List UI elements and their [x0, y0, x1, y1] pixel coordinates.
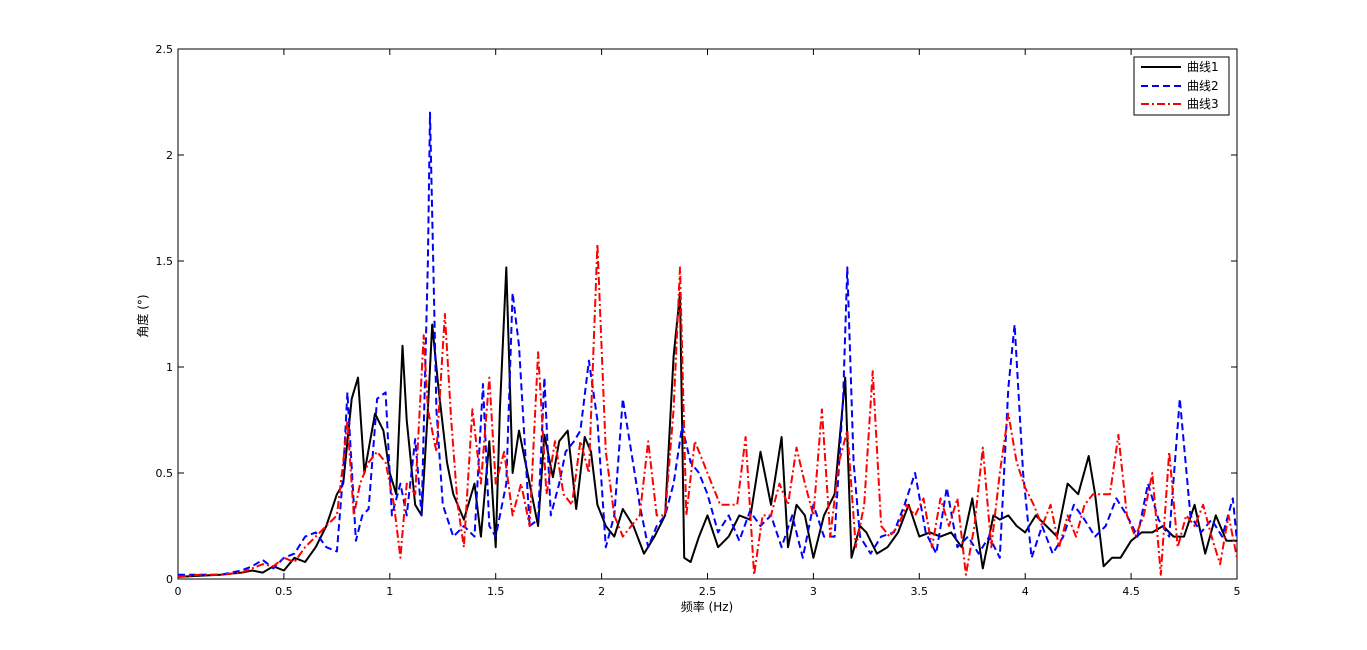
- x-tick-label: 5: [1234, 585, 1241, 598]
- x-tick-label: 0.5: [275, 585, 293, 598]
- legend-label-1: 曲线1: [1187, 60, 1219, 74]
- x-tick-label: 1: [386, 585, 393, 598]
- y-tick-label: 0.5: [156, 467, 174, 480]
- x-tick-label: 2.5: [699, 585, 717, 598]
- legend: 曲线1 曲线2 曲线3: [1133, 56, 1230, 116]
- plot-area: [177, 48, 1238, 580]
- x-axis: 0 0.5 1 1.5 2 2.5 3 3.5 4 4.5 5: [175, 49, 1241, 598]
- x-tick-label: 2: [598, 585, 605, 598]
- legend-label-3: 曲线3: [1187, 97, 1219, 111]
- y-tick-label: 1: [166, 361, 173, 374]
- y-tick-label: 2: [166, 149, 173, 162]
- x-tick-label: 4: [1022, 585, 1029, 598]
- y-axis-label: 角度 (°): [135, 294, 150, 337]
- series-line-2: [178, 111, 1238, 576]
- series-line-3: [177, 243, 1238, 578]
- legend-label-2: 曲线2: [1187, 79, 1219, 93]
- x-tick-label: 3: [810, 585, 817, 598]
- series-layer: [177, 111, 1238, 578]
- y-tick-label: 0: [166, 573, 173, 586]
- x-tick-label: 4.5: [1122, 585, 1140, 598]
- y-axis: 0 0.5 1 1.5 2 2.5: [156, 43, 1237, 586]
- x-tick-label: 1.5: [487, 585, 505, 598]
- y-tick-label: 1.5: [156, 255, 174, 268]
- y-tick-label: 2.5: [156, 43, 174, 56]
- x-tick-label: 0: [175, 585, 182, 598]
- x-tick-label: 3.5: [911, 585, 929, 598]
- x-axis-label: 频率 (Hz): [681, 599, 734, 614]
